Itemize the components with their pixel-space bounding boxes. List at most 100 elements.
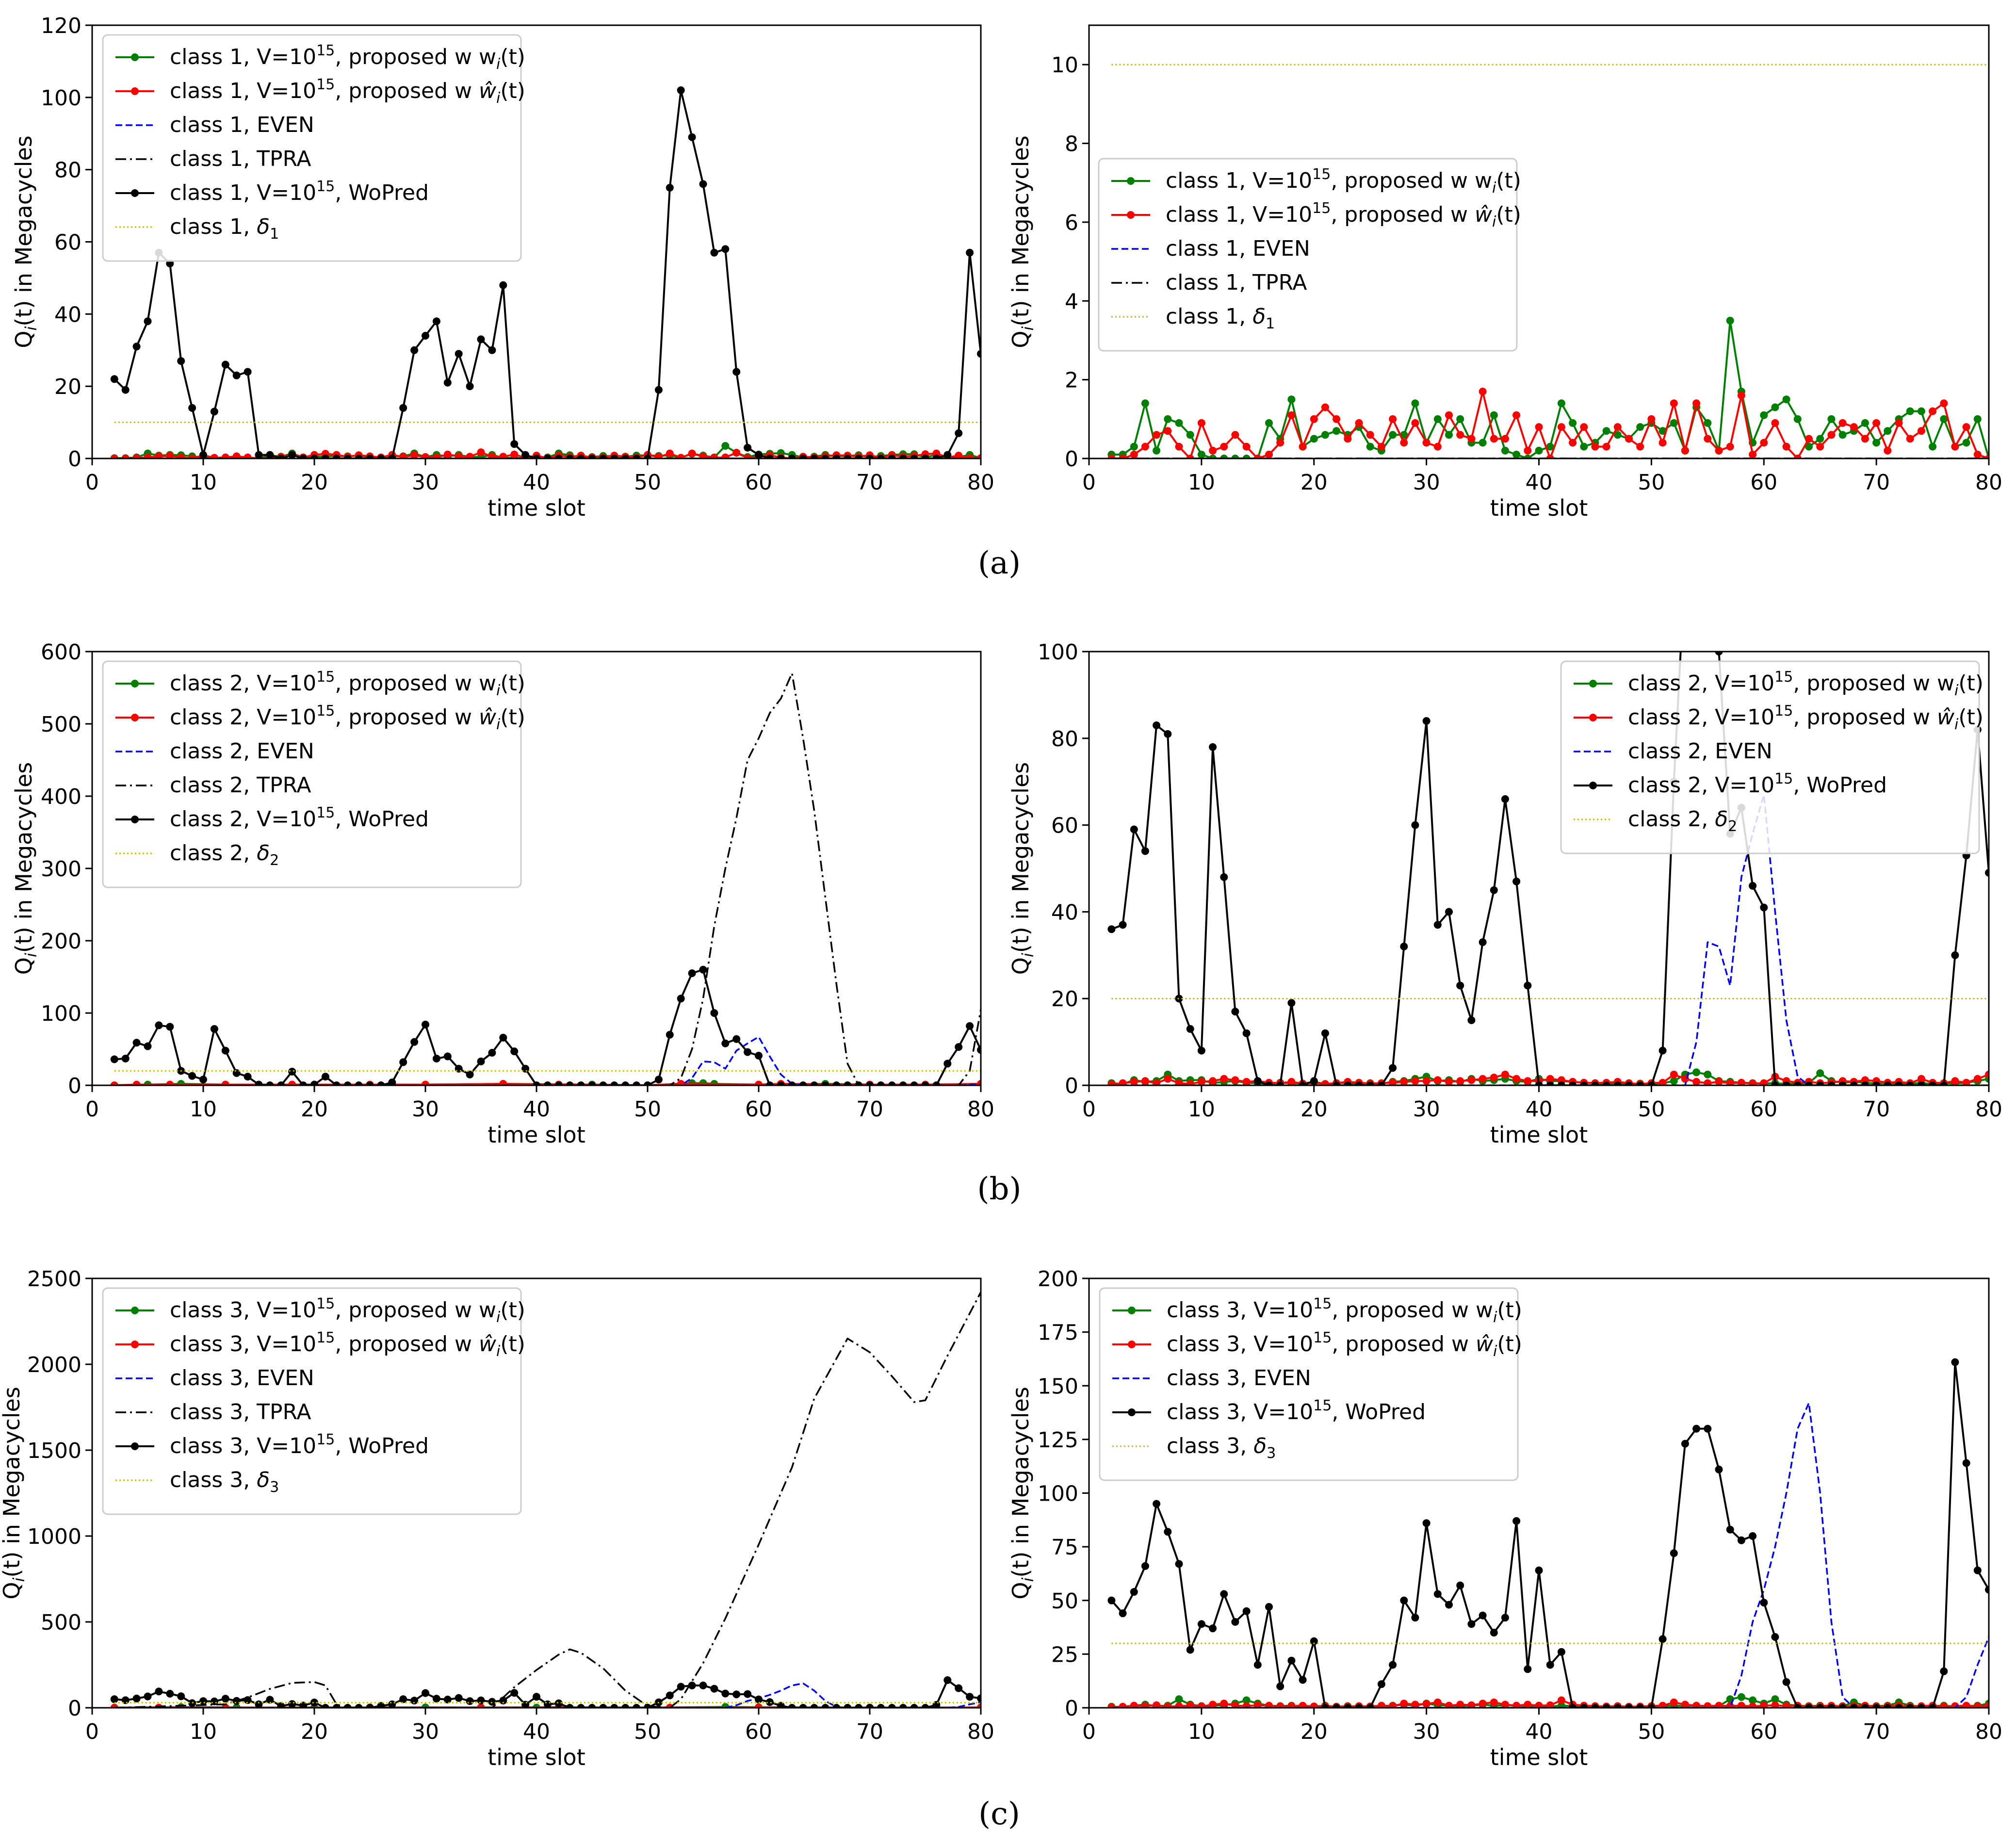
series-line-even bbox=[1111, 1402, 1989, 1708]
data-point-w bbox=[1456, 415, 1464, 423]
data-point-what bbox=[1704, 1702, 1712, 1708]
data-point-what bbox=[1433, 1698, 1442, 1706]
data-point-wopred bbox=[499, 1697, 507, 1705]
data-point-what bbox=[1602, 442, 1610, 451]
data-point-wopred bbox=[432, 317, 440, 326]
data-point-wopred bbox=[1377, 1081, 1385, 1085]
data-point-wopred bbox=[610, 1081, 618, 1085]
data-point-w bbox=[1861, 419, 1869, 427]
data-point-wopred bbox=[1749, 1532, 1757, 1540]
data-point-what bbox=[1546, 455, 1554, 458]
data-point-wopred bbox=[566, 455, 574, 458]
data-point-what bbox=[1962, 423, 1970, 431]
data-point-wopred bbox=[888, 1704, 896, 1708]
data-point-what bbox=[1715, 1701, 1723, 1708]
data-point-wopred bbox=[821, 1704, 829, 1708]
data-point-w bbox=[1164, 415, 1172, 423]
data-point-wopred bbox=[1546, 1661, 1554, 1669]
data-point-w bbox=[1816, 435, 1824, 443]
data-point-wopred bbox=[943, 1676, 952, 1684]
data-point-wopred bbox=[388, 1079, 396, 1085]
data-point-wopred bbox=[1940, 1081, 1948, 1085]
data-point-w bbox=[1220, 455, 1228, 458]
data-point-what bbox=[1445, 1701, 1453, 1708]
data-point-wopred bbox=[866, 1081, 874, 1085]
data-point-wopred bbox=[466, 1697, 474, 1705]
data-point-wopred bbox=[832, 1081, 841, 1085]
data-point-what bbox=[1265, 1701, 1273, 1708]
data-point-what bbox=[1400, 1078, 1408, 1085]
data-point-what bbox=[110, 1081, 118, 1085]
data-point-what bbox=[654, 453, 663, 458]
data-point-what bbox=[1512, 1075, 1521, 1083]
data-point-wopred bbox=[1321, 1029, 1329, 1037]
data-point-wopred bbox=[1153, 1500, 1161, 1508]
data-point-wopred bbox=[177, 1692, 185, 1701]
data-point-wopred bbox=[432, 1695, 440, 1703]
y-tick-label: 2 bbox=[1065, 368, 1078, 393]
y-axis-label: Qi(t) in Megacycles bbox=[11, 762, 40, 975]
caption-a: (a) bbox=[978, 545, 1021, 581]
data-point-wopred bbox=[1580, 1704, 1588, 1708]
data-point-wopred bbox=[1805, 1081, 1813, 1085]
y-tick-label: 4 bbox=[1065, 289, 1078, 314]
legend-label: class 1, EVEN bbox=[1166, 236, 1310, 261]
data-point-wopred bbox=[355, 1704, 363, 1708]
y-tick-label: 300 bbox=[41, 857, 81, 882]
data-point-what bbox=[1501, 1701, 1509, 1708]
data-point-w bbox=[1929, 442, 1937, 451]
data-point-what bbox=[221, 1080, 229, 1085]
data-point-what bbox=[1107, 1080, 1116, 1085]
legend-box bbox=[102, 660, 522, 888]
y-axis-label: Qi(t) in Megacycles bbox=[1008, 1387, 1037, 1599]
data-point-wopred bbox=[1411, 1614, 1419, 1622]
data-point-what bbox=[1906, 435, 1914, 443]
data-point-wopred bbox=[577, 1704, 585, 1708]
series-line-even bbox=[1111, 794, 1989, 1085]
data-point-wopred bbox=[1310, 1637, 1318, 1645]
data-point-wopred bbox=[266, 1081, 274, 1085]
y-tick-label: 50 bbox=[1051, 1589, 1078, 1614]
data-point-wopred bbox=[921, 455, 929, 458]
data-point-what bbox=[1636, 442, 1644, 451]
x-tick-label: 50 bbox=[1638, 1097, 1665, 1122]
data-point-wopred bbox=[110, 1055, 118, 1063]
data-point-wopred bbox=[644, 1081, 651, 1085]
data-point-wopred bbox=[732, 368, 741, 376]
data-point-wopred bbox=[410, 1038, 419, 1046]
x-tick-label: 10 bbox=[1188, 1097, 1215, 1122]
y-tick-label: 40 bbox=[1051, 900, 1078, 925]
x-tick-label: 70 bbox=[856, 1719, 883, 1744]
data-point-wopred bbox=[955, 429, 963, 437]
data-point-wopred bbox=[332, 455, 341, 458]
data-point-what bbox=[1164, 427, 1172, 435]
data-point-wopred bbox=[477, 335, 485, 343]
data-point-wopred bbox=[654, 386, 663, 394]
data-point-wopred bbox=[277, 1702, 285, 1708]
x-tick-label: 30 bbox=[412, 1719, 439, 1744]
data-point-what bbox=[1231, 1701, 1239, 1708]
x-tick-label: 50 bbox=[1638, 1719, 1665, 1744]
data-point-what bbox=[1962, 1701, 1970, 1708]
data-point-wopred bbox=[888, 1081, 896, 1085]
x-tick-label: 0 bbox=[1082, 470, 1096, 495]
data-point-what bbox=[1670, 1070, 1678, 1079]
data-point-wopred bbox=[1636, 1081, 1644, 1085]
data-point-what bbox=[1658, 1079, 1667, 1085]
data-point-wopred bbox=[1647, 1081, 1656, 1085]
data-point-wopred bbox=[343, 455, 352, 458]
data-point-wopred bbox=[1164, 1528, 1172, 1536]
legend-marker-what bbox=[1128, 1341, 1136, 1348]
data-point-wopred bbox=[443, 378, 452, 387]
series-line-tpra bbox=[114, 1292, 981, 1708]
data-point-w bbox=[1209, 455, 1217, 458]
data-point-what bbox=[1456, 1701, 1464, 1708]
data-point-what bbox=[1726, 1079, 1734, 1085]
data-point-wopred bbox=[1917, 1704, 1925, 1708]
legend-label: class 1, V=1015, proposed w ŵi(t) bbox=[1166, 200, 1521, 230]
data-point-wopred bbox=[1355, 1081, 1363, 1085]
data-point-wopred bbox=[288, 1700, 296, 1708]
data-point-w bbox=[1737, 1693, 1745, 1701]
data-point-wopred bbox=[777, 1081, 785, 1085]
data-point-what bbox=[499, 1080, 507, 1085]
